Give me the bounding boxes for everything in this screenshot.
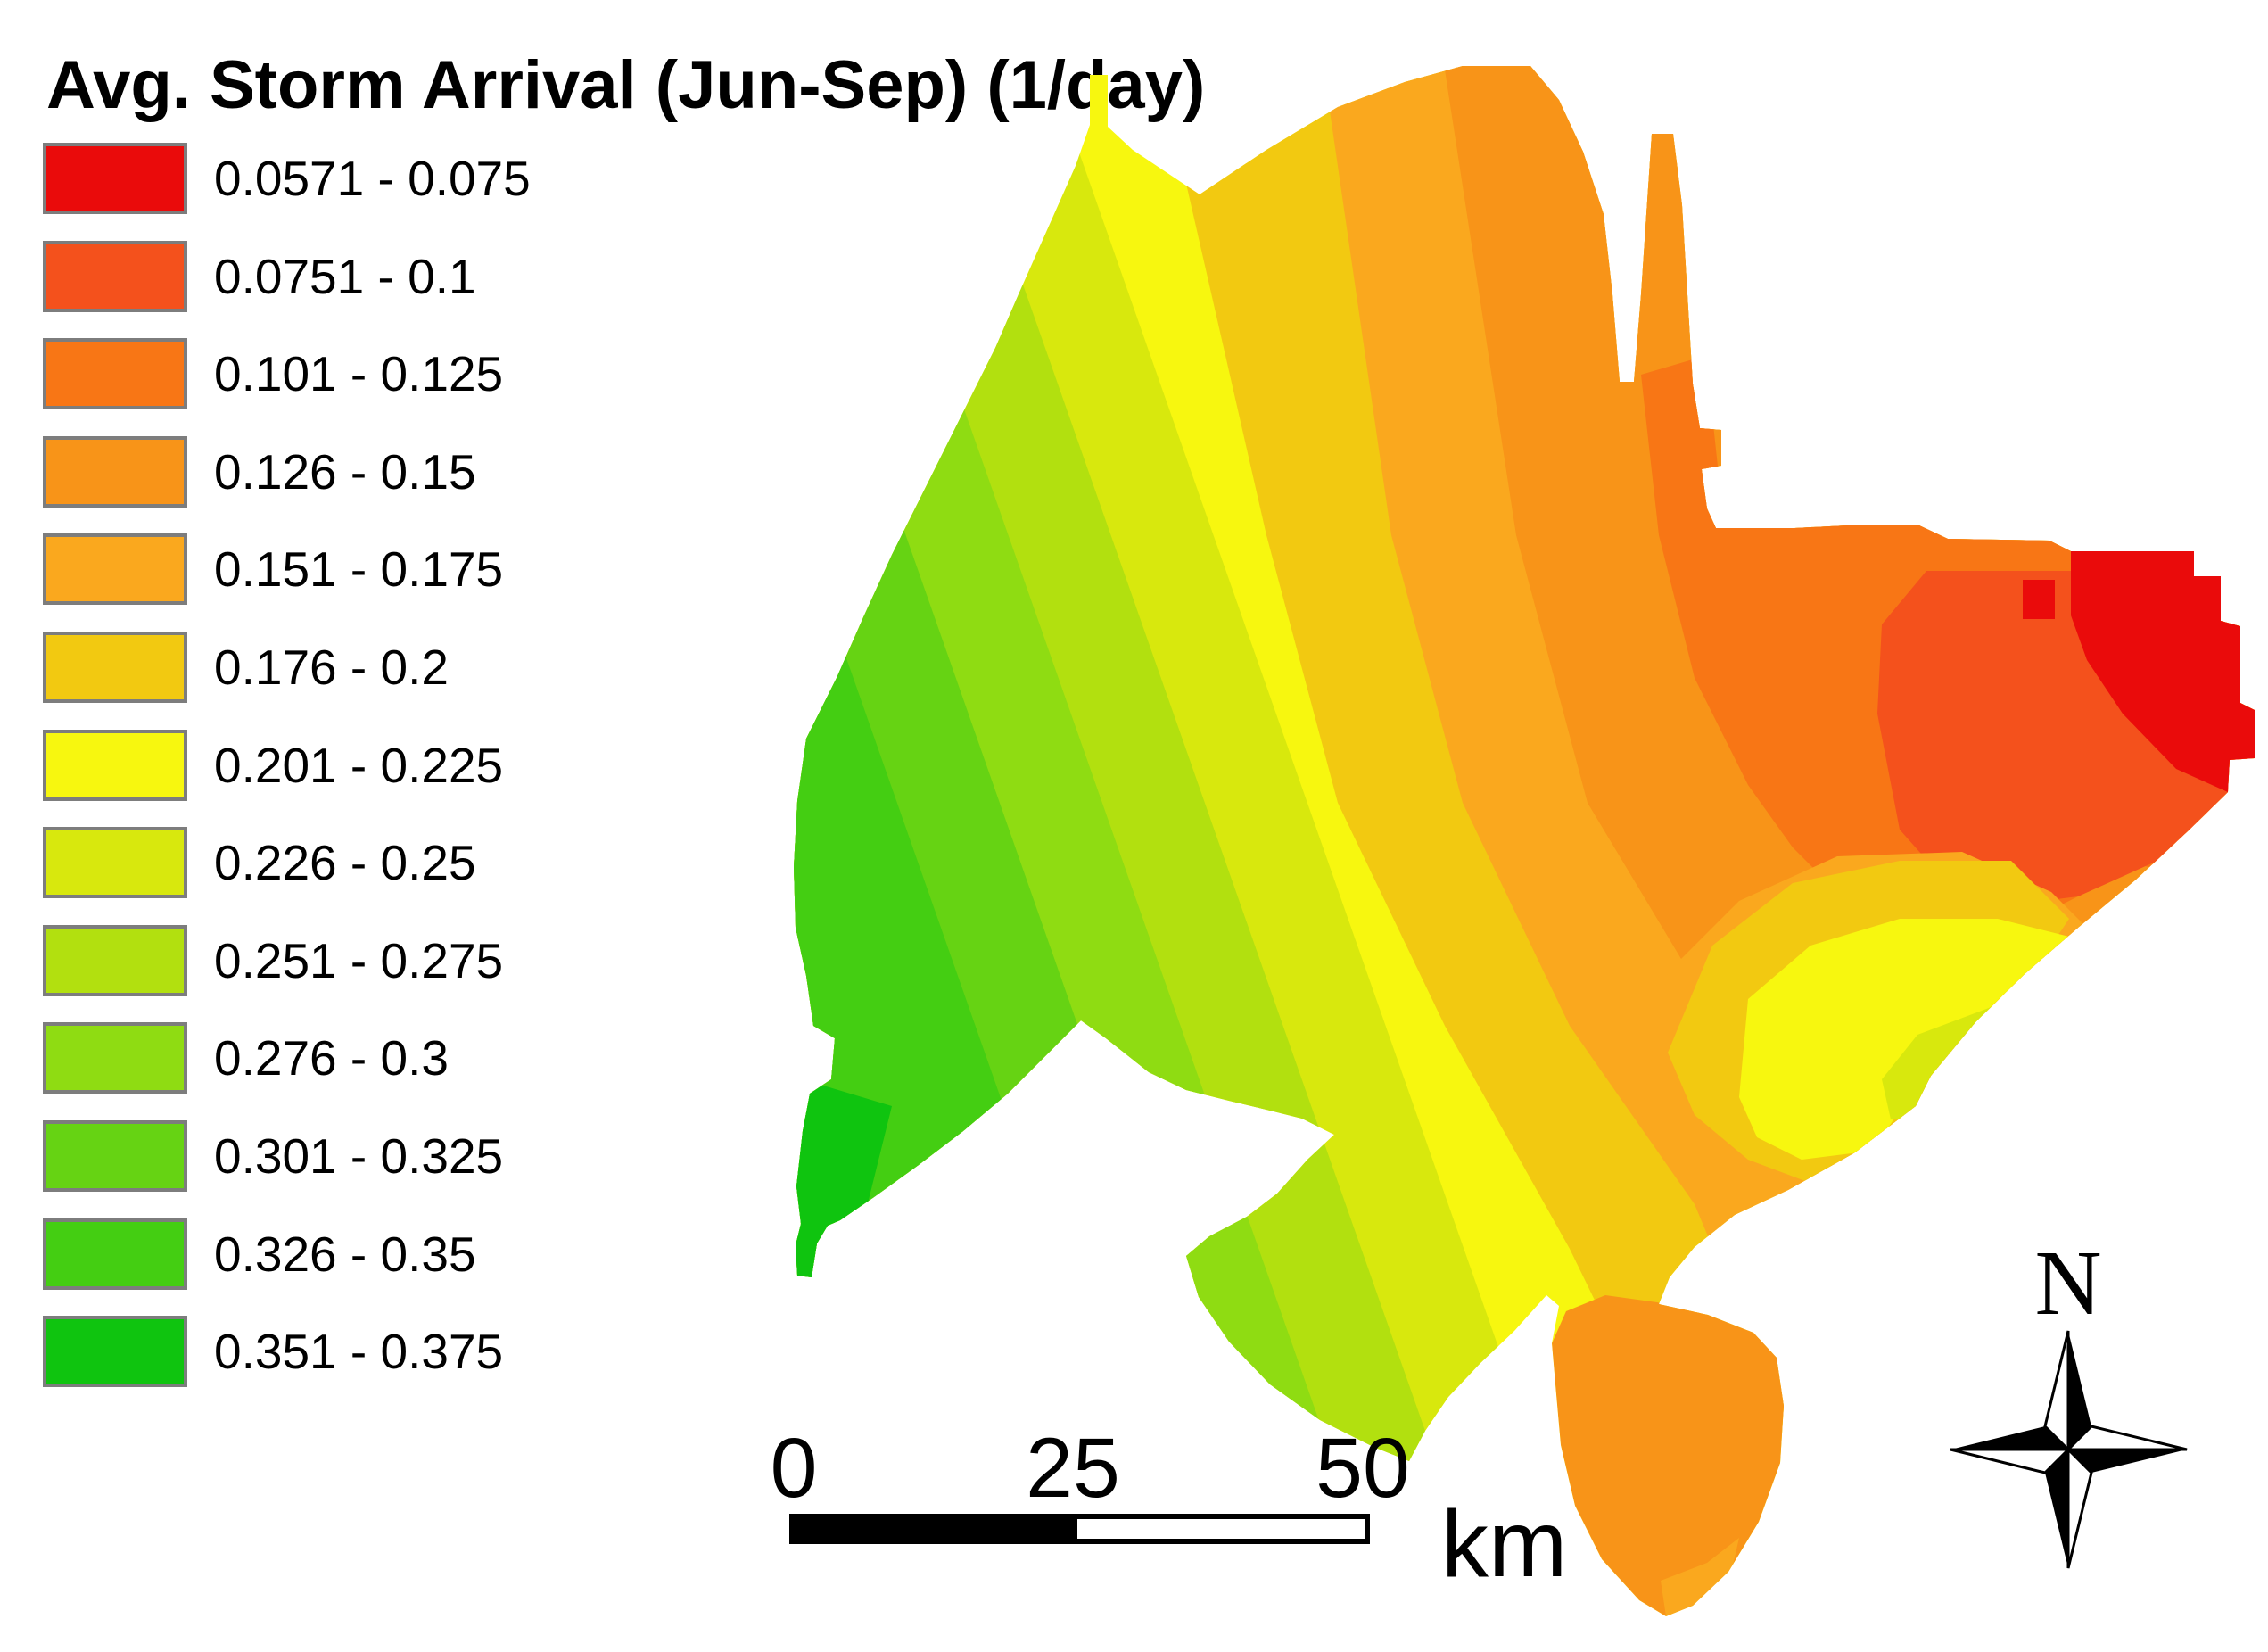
page-title: Avg. Storm Arrival (Jun-Sep) (1/day): [46, 47, 1206, 123]
legend-label: 0.226 - 0.25: [214, 835, 476, 891]
scale-bar: [789, 1514, 1370, 1544]
se-ring-yellow: [1739, 919, 2069, 1160]
north-label: N: [2034, 1232, 2101, 1334]
legend-label: 0.151 - 0.175: [214, 541, 504, 598]
legend-label: 0.251 - 0.275: [214, 932, 504, 988]
legend-label: 0.176 - 0.2: [214, 640, 449, 695]
legend-label: 0.126 - 0.15: [214, 443, 476, 500]
legend-label: 0.201 - 0.225: [214, 737, 504, 793]
legend-label: 0.276 - 0.3: [214, 1030, 449, 1086]
legend-swatch: [43, 924, 187, 996]
scale-tick-50: 50: [1315, 1421, 1410, 1516]
compass-icon: [2068, 1331, 2091, 1450]
legend-swatch: [43, 1120, 187, 1192]
legend-swatch: [43, 1022, 187, 1094]
legend-swatch: [43, 435, 187, 508]
south-blob-rim: [1661, 1538, 1739, 1616]
legend-swatch: [43, 338, 187, 410]
legend-swatch: [43, 827, 187, 899]
scale-tick-0: 0: [770, 1421, 818, 1516]
legend-swatch: [43, 1218, 187, 1290]
scale-tick-25: 25: [1026, 1421, 1120, 1516]
scale-unit: km: [1441, 1491, 1568, 1597]
band-0351-0375: [794, 1066, 892, 1304]
legend-swatch: [43, 729, 187, 801]
legend-label: 0.301 - 0.325: [214, 1128, 504, 1184]
legend-label: 0.0571 - 0.075: [214, 151, 531, 206]
legend-swatch: [43, 533, 187, 606]
legend-label: 0.101 - 0.125: [214, 346, 504, 402]
legend-swatch: [43, 143, 187, 214]
band-00571-0075-hotspot: [2071, 551, 2255, 792]
scale-bar-filled-half: [792, 1516, 1077, 1541]
north-arrow: N: [1950, 1232, 2188, 1569]
legend-label: 0.0751 - 0.1: [214, 248, 476, 304]
legend-label: 0.351 - 0.375: [214, 1324, 504, 1380]
hotspot-fragment: [2023, 580, 2055, 619]
legend-swatch: [43, 1316, 187, 1388]
legend-swatch: [43, 240, 187, 312]
legend-label: 0.326 - 0.35: [214, 1226, 476, 1282]
legend-swatch: [43, 632, 187, 703]
south-blob: [1552, 1295, 1784, 1616]
